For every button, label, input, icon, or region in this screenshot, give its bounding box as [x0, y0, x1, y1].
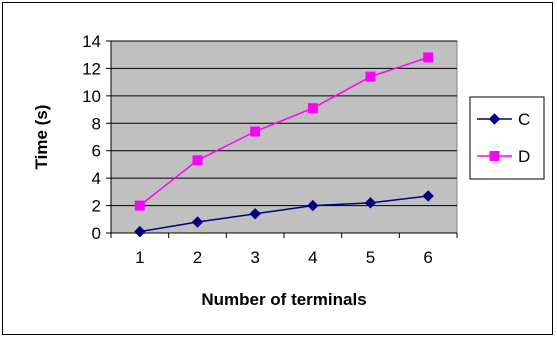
y-tick-label-2: 2	[92, 197, 101, 216]
x-ticks: 1 2 3 4 5 6	[110, 233, 458, 267]
y-axis-title: Time (s)	[32, 105, 51, 170]
data-point-D-6	[423, 52, 434, 63]
data-point-C-6	[422, 190, 434, 202]
data-point-C-4	[307, 199, 319, 212]
legend-item-C: C	[477, 110, 530, 129]
legend-items: CD	[477, 110, 530, 166]
data-point-D-2	[192, 155, 203, 166]
data-point-C-5	[364, 197, 377, 209]
data-point-C-3	[249, 208, 261, 220]
data-point-D-5	[365, 71, 376, 82]
legend-label-D: D	[518, 147, 530, 166]
legend-label-C: C	[518, 110, 530, 129]
x-tick-label-3: 3	[250, 248, 259, 267]
x-tick-label-2: 2	[193, 248, 202, 267]
y-tick-label-8: 8	[92, 114, 101, 133]
x-tick-label-4: 4	[308, 248, 317, 267]
y-tick-label-14: 14	[82, 32, 101, 51]
data-point-C-2	[191, 216, 204, 228]
y-tick-label-4: 4	[92, 169, 101, 188]
grid-lines	[111, 40, 457, 207]
x-axis-title: Number of terminals	[201, 290, 366, 309]
series-line-C	[139, 195, 429, 233]
data-point-C-1	[134, 225, 146, 238]
data-point-D-1	[134, 200, 145, 211]
y-tick-label-10: 10	[82, 87, 101, 106]
x-tick-label-5: 5	[366, 248, 375, 267]
y-tick-label-6: 6	[92, 142, 101, 161]
series-layer	[134, 52, 434, 238]
x-tick-label-1: 1	[135, 248, 144, 267]
legend-marker-D	[489, 151, 500, 161]
series-C	[134, 190, 434, 238]
legend-box	[469, 96, 545, 180]
series-D	[134, 52, 434, 211]
data-point-D-3	[250, 126, 261, 137]
y-tick-label-12: 12	[82, 59, 101, 78]
y-ticks: 0 2 4 6 8 10 12 14	[82, 32, 111, 243]
legend-item-D: D	[477, 147, 530, 166]
legend: CD	[469, 96, 545, 180]
series-line-D	[139, 56, 429, 207]
y-tick-label-0: 0	[92, 224, 101, 243]
legend-marker-C	[488, 113, 501, 125]
data-point-D-4	[307, 103, 318, 114]
x-tick-label-6: 6	[423, 248, 432, 267]
plot-area	[110, 40, 458, 234]
